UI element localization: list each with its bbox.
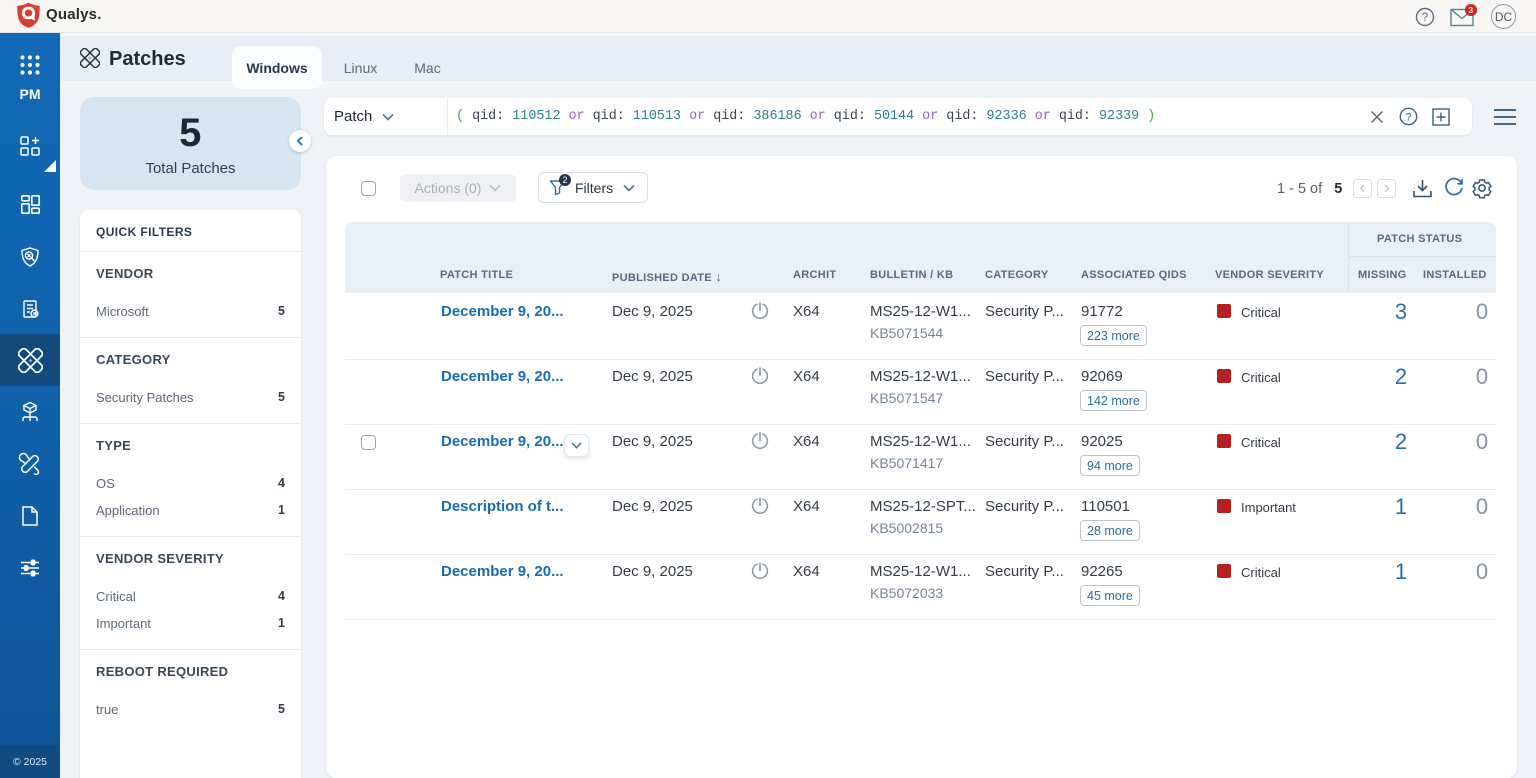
svg-text:?: ?	[1405, 112, 1411, 124]
svg-text:?: ?	[1422, 12, 1428, 24]
